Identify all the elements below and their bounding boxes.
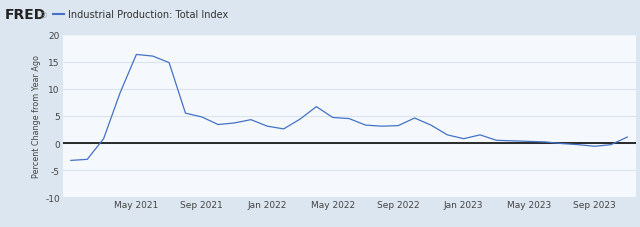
Y-axis label: Percent Change from Year Ago: Percent Change from Year Ago [32,55,41,178]
Text: FRED: FRED [5,8,46,22]
Text: ☉: ☉ [40,11,47,20]
Text: Industrial Production: Total Index: Industrial Production: Total Index [68,10,228,20]
